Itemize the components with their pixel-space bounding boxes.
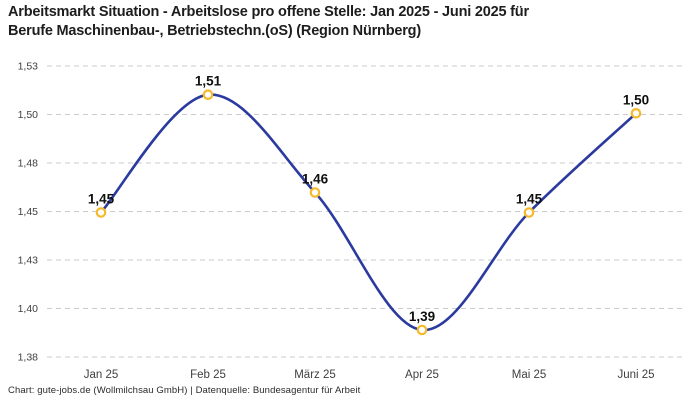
data-point-label: 1,39 <box>409 309 435 324</box>
x-axis-tick-label: Jan 25 <box>84 369 119 381</box>
y-axis-tick-label: 1,43 <box>18 255 39 267</box>
chart-title: Arbeitsmarkt Situation - Arbeitslose pro… <box>8 4 529 39</box>
data-point-marker <box>416 324 428 336</box>
x-axis-tick-label: Mai 25 <box>512 369 547 381</box>
y-axis-tick-label: 1,40 <box>18 303 39 315</box>
data-point-marker <box>95 207 107 218</box>
data-point-marker <box>630 108 642 119</box>
data-point-label: 1,46 <box>302 172 329 187</box>
y-axis-tick-label: 1,45 <box>18 206 39 218</box>
data-point-label: 1,50 <box>623 92 649 107</box>
y-axis-tick-label: 1,38 <box>18 352 39 364</box>
y-axis-tick-label: 1,48 <box>18 158 39 170</box>
y-axis-tick-label: 1,50 <box>18 109 39 121</box>
x-axis-tick-label: Juni 25 <box>617 369 654 381</box>
series-line <box>99 93 638 332</box>
x-axis-tick-label: Feb 25 <box>190 369 226 381</box>
data-point-marker <box>309 187 321 198</box>
x-axis-tick-label: März 25 <box>294 369 336 381</box>
data-point-marker <box>202 89 214 100</box>
data-point-marker <box>523 207 535 218</box>
y-axis-tick-label: 1,53 <box>18 61 39 73</box>
data-point-label: 1,51 <box>195 74 222 89</box>
data-point-label: 1,45 <box>516 192 543 207</box>
data-point-label: 1,45 <box>88 192 115 207</box>
chart-source-caption: Chart: gute-jobs.de (Wollmilchsau GmbH) … <box>8 385 361 396</box>
x-axis-tick-label: Apr 25 <box>405 369 439 381</box>
